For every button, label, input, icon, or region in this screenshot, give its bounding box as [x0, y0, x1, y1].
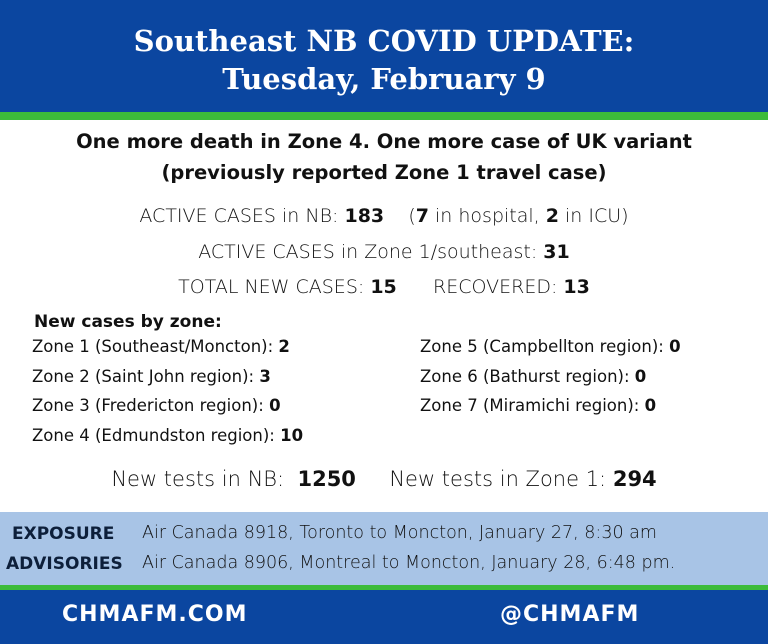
label: ACTIVE CASES in NB: [139, 205, 339, 227]
value: 13 [563, 276, 590, 298]
header [0, 0, 768, 112]
label: New tests in Zone 1: [389, 467, 607, 491]
title: Southeast NB COVID UPDATE: [133, 24, 635, 58]
label: in ICU) [565, 205, 629, 227]
stripe [0, 112, 768, 120]
title: Tuesday, February 9 [222, 62, 546, 96]
tests-line: New tests in NB: 1250 New tests in Zone … [0, 467, 768, 491]
zones-title: New cases by zone: [34, 312, 222, 332]
zone-label: Zone 5 (Campbellton region): [420, 337, 664, 356]
zone-value: 0 [644, 396, 657, 415]
label: ACTIVE CASES in Zone 1/southeast: [198, 241, 538, 263]
zone-value: 0 [634, 366, 647, 386]
label: TOTAL NEW CASES: [178, 276, 365, 298]
exposure-title: EXPOSURE [12, 524, 115, 544]
zone-row: Zone 3 (Fredericton region): 0 [32, 396, 303, 426]
exposure-item: Air Canada 8918, Toronto to Moncton, Jan… [142, 523, 657, 543]
label: in hospital, [435, 205, 540, 227]
handle: @CHMAFM [500, 602, 640, 627]
stat-line: ACTIVE CASES in NB: 183 (7 in hospital, … [0, 205, 768, 227]
zone-label: Zone 6 (Bathurst region): [420, 366, 630, 386]
value: 183 [344, 205, 385, 227]
zone-row: Zone 1 (Southeast/Moncton): 2 [32, 337, 303, 367]
zone-value: 10 [280, 425, 304, 445]
zone-row: Zone 6 (Bathurst region): 0 [420, 367, 681, 397]
exposure-title: ADVISORIES [6, 554, 123, 574]
zone-row: Zone 7 (Miramichi region): 0 [420, 396, 681, 426]
zone-row: Zone 4 (Edmundston region): 10 [32, 426, 303, 456]
zones-left: Zone 1 (Southeast/Moncton): 2 Zone 2 (Sai… [32, 337, 303, 455]
value: 2 [545, 205, 559, 227]
zone-row: Zone 5 (Campbellton region): 0 [420, 337, 681, 367]
website: CHMAFM.COM [62, 602, 248, 627]
exposure-band [0, 512, 768, 585]
value: 31 [543, 241, 570, 263]
value: 1250 [297, 467, 356, 491]
stripe [0, 585, 768, 590]
zone-value: 0 [669, 337, 681, 356]
zone-label: Zone 3 (Fredericton region): [32, 396, 264, 415]
value: 7 [415, 205, 429, 227]
zone-value: 3 [259, 366, 271, 386]
zone-label: Zone 7 (Miramichi region): [420, 396, 640, 415]
zones-right: Zone 5 (Campbellton region): 0 Zone 6 (Ba… [420, 337, 681, 426]
zone-label: Zone 4 (Edmundston region): [32, 425, 275, 445]
zone-value: 0 [269, 396, 281, 415]
label: ( [408, 205, 416, 227]
value: 15 [370, 276, 397, 298]
stat-line: TOTAL NEW CASES: 15 RECOVERED: 13 [0, 276, 768, 298]
exposure-item: Air Canada 8906, Montreal to Moncton, Ja… [142, 553, 676, 573]
zone-row: Zone 2 (Saint John region): 3 [32, 367, 303, 397]
headline: One more death in Zone 4. One more case … [76, 130, 692, 153]
zone-value: 2 [278, 337, 290, 356]
footer [0, 590, 768, 644]
zone-label: Zone 1 (Southeast/Moncton): [32, 337, 274, 356]
headline: (previously reported Zone 1 travel case) [161, 161, 607, 184]
zone-label: Zone 2 (Saint John region): [32, 366, 255, 386]
label: RECOVERED: [433, 276, 558, 298]
stat-line: ACTIVE CASES in Zone 1/southeast: 31 [0, 241, 768, 263]
label: New tests in NB: [111, 467, 285, 491]
value: 294 [612, 467, 657, 491]
